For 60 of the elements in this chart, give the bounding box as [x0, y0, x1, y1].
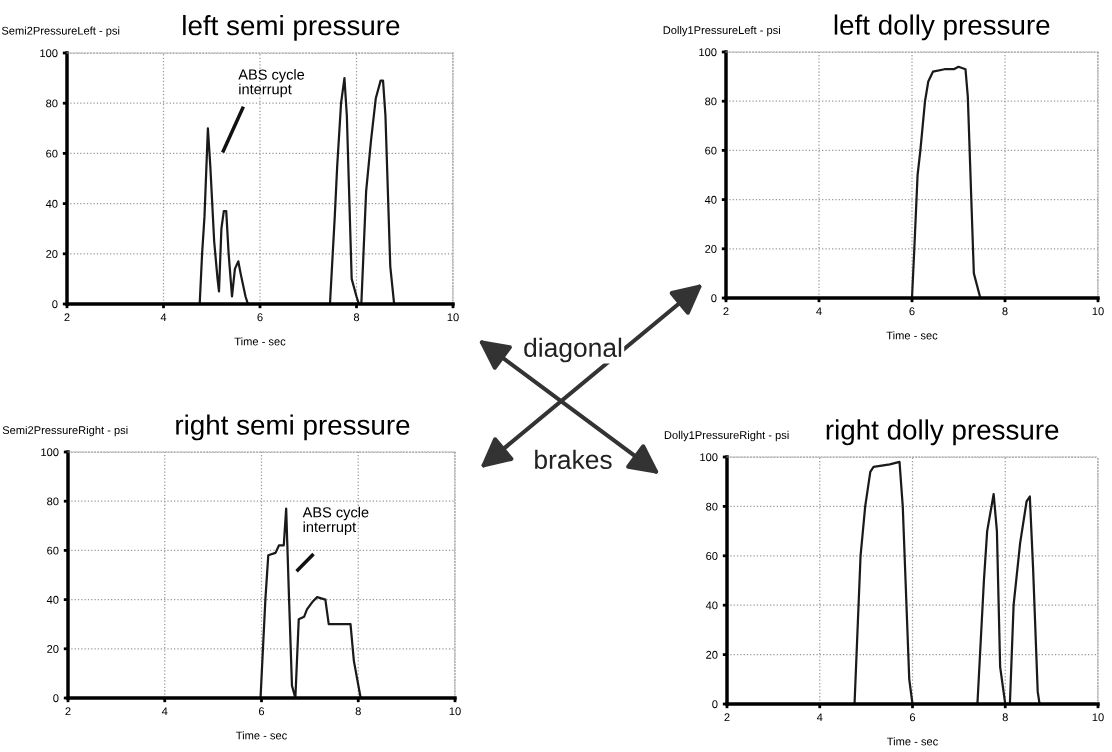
- y-axis-title: Semi2PressureRight - psi: [2, 425, 128, 437]
- x-axis-title: Time - sec: [887, 737, 938, 746]
- y-tick-label: 60: [705, 146, 717, 155]
- x-tick-label: 4: [160, 313, 167, 322]
- y-tick-label: 40: [705, 601, 718, 610]
- x-tick-label: 10: [1092, 713, 1104, 722]
- y-tick-label: 100: [40, 49, 58, 58]
- y-tick-label: 0: [53, 694, 59, 703]
- y-tick-label: 0: [52, 300, 58, 309]
- x-tick-label: 8: [1002, 307, 1008, 316]
- y-tick-label: 60: [47, 546, 59, 555]
- y-tick-label: 80: [705, 97, 717, 106]
- y-tick-label: 20: [705, 245, 717, 253]
- y-tick-label: 60: [46, 149, 58, 158]
- x-tick-label: 2: [64, 313, 70, 322]
- y-tick-label: 100: [700, 453, 718, 462]
- y-axis-title: Dolly1PressureLeft - psi: [663, 25, 780, 37]
- chart-title: right semi pressure: [176, 414, 410, 441]
- y-tick-label: 100: [41, 448, 59, 457]
- y-tick-label: 0: [711, 294, 717, 303]
- x-tick-label: 2: [724, 713, 730, 722]
- annotation: ABS cycle interrupt: [238, 69, 305, 98]
- x-axis-title: Time - sec: [234, 337, 286, 346]
- y-tick-label: 20: [46, 250, 58, 258]
- x-tick-label: 10: [1092, 307, 1104, 316]
- chart-title: right dolly pressure: [826, 419, 1059, 446]
- y-tick-label: 0: [712, 700, 718, 709]
- x-tick-label: 2: [65, 707, 71, 716]
- x-tick-label: 8: [353, 313, 360, 322]
- y-tick-label: 80: [46, 99, 58, 108]
- x-axis-title: Time - sec: [886, 331, 938, 340]
- x-tick-label: 2: [723, 307, 729, 316]
- x-tick-label: 6: [258, 707, 265, 716]
- x-tick-label: 8: [355, 707, 361, 716]
- x-tick-label: 6: [257, 313, 263, 322]
- y-tick-label: 80: [47, 497, 59, 506]
- y-tick-label: 40: [45, 199, 58, 208]
- x-axis-title: Time - sec: [236, 731, 287, 740]
- y-tick-label: 20: [706, 650, 718, 659]
- y-axis-title: Dolly1PressureRight - psi: [664, 430, 789, 442]
- text: brakes: [535, 449, 612, 470]
- x-tick-label: 8: [1002, 713, 1008, 722]
- y-tick-label: 80: [706, 502, 718, 511]
- y-tick-label: 20: [47, 645, 59, 653]
- text: diagonal: [524, 337, 622, 363]
- chart-title: left dolly pressure: [834, 14, 1050, 41]
- x-tick-label: 6: [909, 713, 916, 722]
- x-tick-label: 10: [449, 707, 461, 716]
- y-tick-label: 60: [706, 552, 718, 560]
- x-tick-label: 10: [447, 313, 459, 322]
- y-tick-label: 40: [704, 195, 717, 204]
- y-tick-label: 40: [46, 595, 59, 604]
- x-tick-label: 4: [816, 713, 823, 722]
- annotation: ABS cycle interrupt: [302, 506, 369, 535]
- x-tick-label: 6: [909, 307, 915, 316]
- y-tick-label: 100: [699, 48, 717, 57]
- y-axis-title: Semi2PressureLeft - psi: [1, 26, 120, 37]
- x-tick-label: 4: [161, 707, 168, 716]
- chart-title: left semi pressure: [183, 14, 400, 41]
- x-tick-label: 4: [816, 307, 822, 316]
